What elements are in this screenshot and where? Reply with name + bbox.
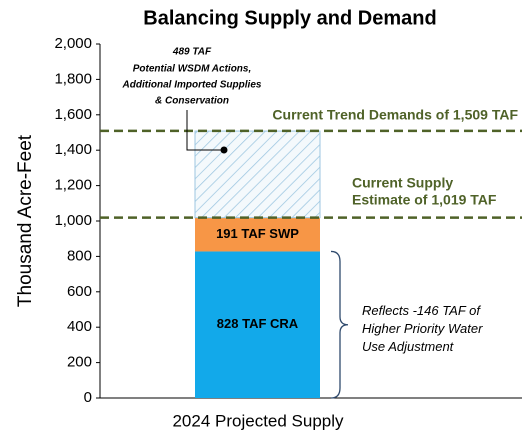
reference-label: Current Trend Demands of 1,509 TAF	[272, 107, 518, 123]
y-tick-label: 600	[67, 283, 92, 300]
y-tick-label: 1,000	[54, 212, 92, 229]
y-tick-label: 800	[67, 247, 92, 264]
y-tick-label: 400	[67, 318, 92, 335]
y-tick-label: 1,200	[54, 177, 92, 194]
y-tick-label: 1,800	[54, 70, 92, 87]
annotation: Use Adjustment	[362, 339, 455, 354]
leader-line	[186, 110, 222, 151]
y-axis-label: Thousand Acre-Feet	[15, 134, 36, 307]
reference-label: Current Supply	[352, 174, 453, 190]
annotation: Additional Imported Supplies	[122, 80, 262, 91]
brace	[330, 250, 349, 399]
annotation: Potential WSDM Actions,	[133, 64, 252, 75]
bar-segment	[195, 217, 320, 252]
y-tick-label: 1,600	[54, 106, 92, 123]
annotation: Reflects -146 TAF of	[362, 303, 481, 318]
annotation: & Conservation	[155, 96, 229, 107]
segment-label: 828 TAF CRA	[217, 316, 299, 331]
segment-label: 191 TAF SWP	[216, 226, 299, 241]
y-tick-label: 2,000	[54, 35, 92, 52]
y-tick-label: 1,400	[54, 141, 92, 158]
bar-segment	[195, 251, 320, 398]
y-tick-label: 0	[84, 389, 92, 406]
annotation: Higher Priority Water	[362, 321, 483, 336]
leader-dot	[220, 146, 228, 154]
bar-segment	[194, 130, 321, 219]
y-tick-label: 200	[67, 354, 92, 371]
chart-title: Balancing Supply and Demand	[143, 7, 436, 29]
x-tick-label: 2024 Projected Supply	[172, 411, 344, 430]
reference-label: Estimate of 1,019 TAF	[352, 191, 497, 207]
gap-label: 489 TAF	[172, 47, 212, 58]
